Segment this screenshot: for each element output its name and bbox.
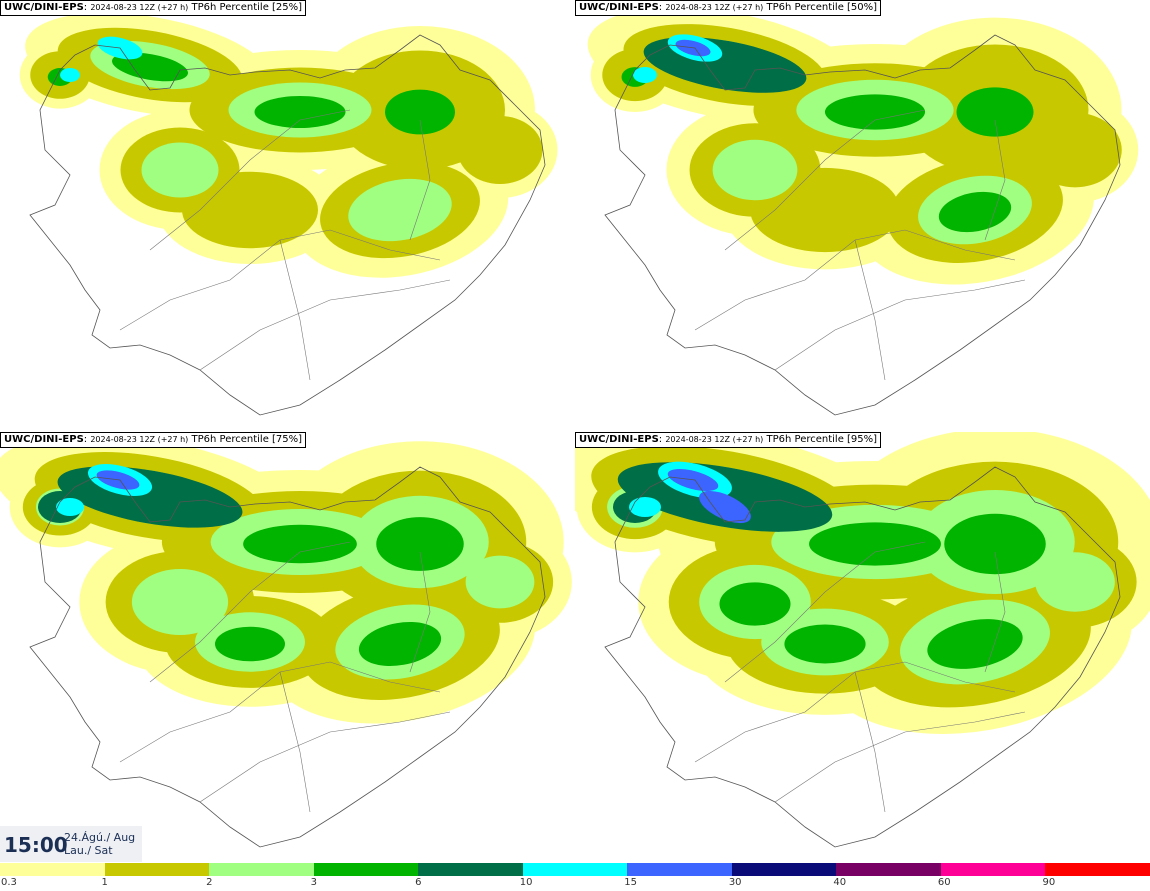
precip-area <box>699 490 751 524</box>
road-line <box>984 119 1006 241</box>
precip-area <box>112 52 188 82</box>
legend-swatch <box>940 863 1046 876</box>
legend-label: 15 <box>624 877 637 888</box>
precip-area <box>243 524 357 564</box>
precip-area <box>56 498 84 516</box>
road-line <box>149 541 351 683</box>
precip-area <box>131 569 229 635</box>
panel-title: UWC/DINI-EPS: 2024-08-23 12Z (+27 h) TP6… <box>575 432 882 448</box>
precip-area <box>465 555 535 609</box>
road-line <box>279 671 311 813</box>
precip-area <box>141 142 219 198</box>
legend-swatch <box>1045 863 1150 876</box>
road-line <box>409 551 431 673</box>
precip-area <box>712 139 798 201</box>
precip-area <box>254 96 346 128</box>
precip-area <box>938 191 1012 233</box>
precip-area <box>927 619 1023 669</box>
legend-swatch <box>209 863 314 876</box>
road-line <box>279 239 311 381</box>
road-line <box>199 279 451 371</box>
precip-area <box>944 513 1046 575</box>
valid-date-line1: 24.Ágú./ Aug <box>64 831 136 844</box>
legend-label: 40 <box>833 877 847 888</box>
precip-area <box>824 94 926 130</box>
legend-swatch <box>627 863 732 876</box>
precip-area <box>719 582 791 626</box>
legend-swatch <box>104 863 210 876</box>
road-line <box>409 119 431 241</box>
legend-label: 6 <box>415 877 422 888</box>
precip-area <box>348 178 452 242</box>
panel-title: UWC/DINI-EPS: 2024-08-23 12Z (+27 h) TP6… <box>0 0 307 16</box>
legend-label: 30 <box>728 877 742 888</box>
road-line <box>149 109 351 251</box>
precip-area <box>1035 552 1115 612</box>
legend-label: 90 <box>1042 877 1056 888</box>
legend-label: 3 <box>310 877 317 888</box>
color-legend: 0.3 1 2 3 6 10 15 30 40 60 90 <box>0 863 1150 891</box>
precip-area <box>629 497 661 517</box>
valid-date: 24.Ágú./ Aug Lau./ Sat <box>64 831 135 857</box>
coastline <box>29 466 546 848</box>
precip-area <box>215 626 285 662</box>
precip-area <box>784 624 866 664</box>
precip-map <box>575 432 1150 848</box>
road-line <box>724 541 926 683</box>
road-line <box>774 711 1026 803</box>
panel-title: UWC/DINI-EPS: 2024-08-23 12Z (+27 h) TP6… <box>0 432 307 448</box>
road-line <box>724 109 926 251</box>
road-line <box>774 279 1026 371</box>
legend-label: 2 <box>206 877 213 888</box>
precip-area <box>956 87 1034 137</box>
legend-swatch <box>522 863 628 876</box>
precip-map <box>587 7 1139 416</box>
precip-area <box>457 116 543 184</box>
map-panel-p95: UWC/DINI-EPS: 2024-08-23 12Z (+27 h) TP6… <box>575 432 1150 864</box>
legend-swatch <box>731 863 837 876</box>
precip-area <box>1028 112 1122 188</box>
precip-area <box>358 621 442 667</box>
legend-label: 1 <box>101 877 108 888</box>
road-line <box>854 671 886 813</box>
precip-area <box>385 89 455 135</box>
map-panel-p25: UWC/DINI-EPS: 2024-08-23 12Z (+27 h) TP6… <box>0 0 575 432</box>
precip-area <box>60 68 80 82</box>
valid-hour: 15:00 <box>4 833 68 857</box>
coastline <box>29 34 546 416</box>
road-line <box>199 711 451 803</box>
legend-swatch <box>313 863 419 876</box>
precip-area <box>809 522 941 566</box>
precip-map <box>0 433 572 848</box>
legend-label: 60 <box>937 877 951 888</box>
panel-title: UWC/DINI-EPS: 2024-08-23 12Z (+27 h) TP6… <box>575 0 882 16</box>
valid-time-box: 15:00 24.Ágú./ Aug Lau./ Sat <box>0 826 142 862</box>
legend-label: 10 <box>519 877 533 888</box>
legend-label: 0.3 <box>1 877 17 888</box>
coastline <box>604 34 1121 416</box>
coastline <box>604 466 1121 848</box>
legend-swatch <box>0 863 105 876</box>
precip-map <box>19 12 558 416</box>
precip-area <box>376 517 464 571</box>
precip-area <box>633 67 657 83</box>
road-line <box>854 239 886 381</box>
map-panel-p75: UWC/DINI-EPS: 2024-08-23 12Z (+27 h) TP6… <box>0 432 575 864</box>
legend-swatch <box>836 863 941 876</box>
map-panel-p50: UWC/DINI-EPS: 2024-08-23 12Z (+27 h) TP6… <box>575 0 1150 432</box>
legend-bar <box>0 863 1150 876</box>
road-line <box>984 551 1006 673</box>
legend-swatch <box>418 863 523 876</box>
valid-date-line2: Lau./ Sat <box>64 844 113 857</box>
